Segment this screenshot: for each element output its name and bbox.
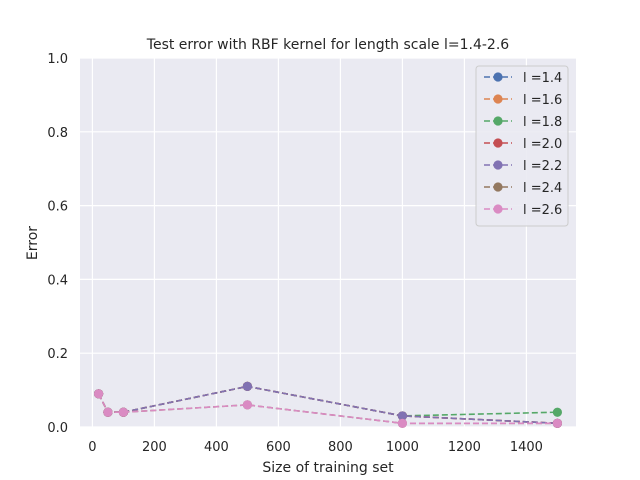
y-axis-label: Error [25, 226, 41, 260]
x-tick-label: 1400 [510, 440, 543, 455]
legend-label: l =2.2 [523, 159, 562, 174]
series-layer [94, 381, 563, 428]
series-line [97, 393, 558, 425]
legend-label: l =2.6 [523, 203, 562, 218]
legend-marker [493, 116, 503, 126]
legend-item: l =1.6 [484, 93, 562, 108]
legend-label: l =2.4 [523, 181, 562, 196]
chart-title: Test error with RBF kernel for length sc… [146, 37, 510, 53]
legend-label: l =2.0 [523, 137, 562, 152]
x-tick-label: 0 [88, 440, 96, 455]
legend-label: l =1.4 [523, 71, 562, 86]
data-point [552, 407, 563, 417]
legend-marker [493, 182, 503, 192]
y-tick-label: 1.0 [47, 52, 68, 67]
x-tick-label: 1000 [386, 440, 419, 455]
tick-labels: 0 200 400 600 800 1000 1200 1400 0.0 0.2 0.4 0.6 0.8… [47, 52, 543, 455]
legend-label: l =1.6 [523, 93, 562, 108]
legend-item: l =2.4 [484, 181, 562, 196]
x-tick-label: 1200 [448, 440, 481, 455]
data-point [103, 407, 113, 417]
y-tick-label: 0.8 [47, 126, 68, 141]
data-point [552, 418, 563, 428]
x-tick-label: 400 [204, 440, 229, 455]
legend-item: l =2.6 [484, 203, 562, 218]
data-point [397, 418, 407, 428]
y-tick-label: 0.2 [47, 347, 68, 362]
legend-label: l =1.8 [523, 115, 562, 130]
legend-marker [493, 204, 503, 214]
legend-item: l =1.8 [484, 115, 562, 130]
data-point [118, 407, 128, 417]
data-point [242, 381, 252, 392]
x-axis-label: Size of training set [262, 460, 394, 476]
legend-marker [493, 94, 503, 104]
y-tick-label: 0.4 [47, 273, 68, 288]
legend-marker [493, 138, 503, 148]
x-tick-label: 200 [142, 440, 167, 455]
series-l2-6 [94, 389, 563, 428]
data-point [94, 389, 104, 399]
data-point [242, 400, 252, 410]
series-line [97, 385, 558, 425]
legend-item: l =2.0 [484, 137, 562, 152]
legend-item: l =1.4 [484, 71, 562, 86]
legend-marker [493, 160, 503, 170]
legend: l =1.4 l =1.6 l =1.8 l =2.0 l =2.2 l =2.4 l =2… [475, 65, 569, 227]
legend-item: l =2.2 [484, 159, 562, 174]
x-tick-label: 800 [328, 440, 353, 455]
data-point [397, 411, 407, 421]
y-tick-label: 0.6 [47, 200, 68, 215]
x-tick-label: 600 [266, 440, 291, 455]
y-tick-label: 0.0 [47, 421, 68, 436]
grid [80, 57, 576, 428]
legend-marker [493, 72, 503, 82]
